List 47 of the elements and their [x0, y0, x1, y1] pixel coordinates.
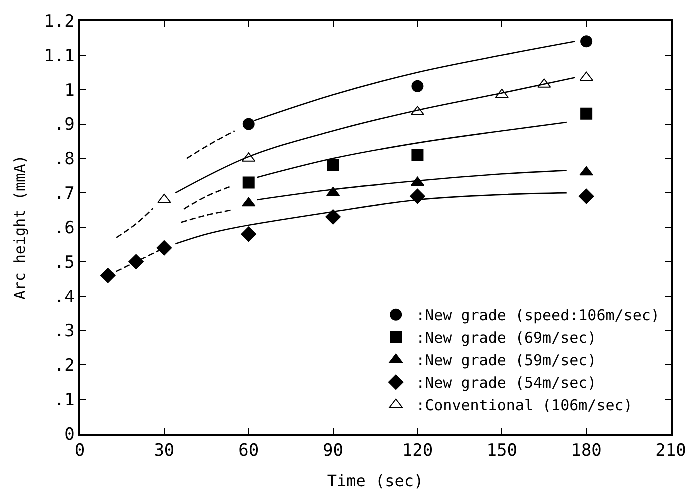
y-tick-label: 1.2	[44, 12, 75, 32]
point	[100, 268, 116, 284]
legend-label: :Conventional (106m/sec)	[416, 396, 633, 415]
line-series	[256, 170, 568, 201]
x-axis-title: Time (sec)	[327, 471, 424, 490]
legend-label: :New grade (speed:106m/sec)	[416, 306, 660, 325]
y-tick-label: 1	[64, 80, 75, 101]
x-tick-label: 60	[238, 441, 260, 462]
y-tick-label: .2	[54, 356, 75, 376]
y-tick-label: .4	[54, 287, 75, 308]
legend-label: :New grade (59m/sec)	[416, 352, 597, 370]
x-tick-label: 90	[323, 441, 344, 462]
point	[412, 149, 424, 162]
x-tick-label: 120	[402, 441, 434, 462]
point	[580, 36, 593, 48]
y-tick-label: .1	[54, 390, 75, 411]
point	[241, 226, 257, 242]
y-tick-label: 1.1	[44, 46, 75, 66]
legend-label: :New grade (69m/sec)	[416, 329, 597, 348]
y-tick-label: .8	[54, 150, 75, 170]
y-tick-label: .3	[54, 322, 75, 342]
point	[580, 108, 593, 120]
x-tick-label: 210	[656, 441, 686, 462]
point	[158, 194, 172, 204]
y-tick-label: .9	[54, 115, 75, 136]
line-series	[256, 122, 568, 178]
point	[327, 160, 340, 172]
point	[242, 176, 255, 189]
point	[578, 188, 594, 204]
y-axis-title: Arc height (mmA)	[10, 155, 29, 300]
point	[242, 197, 256, 207]
y-tick-label: .6	[54, 218, 75, 238]
y-tick-label: .5	[54, 252, 75, 273]
legend-label: :New grade (54m/sec)	[416, 374, 597, 392]
point	[412, 80, 424, 92]
point	[242, 118, 255, 130]
y-tick-label: 0	[64, 424, 75, 445]
x-tick-label: 150	[486, 441, 518, 462]
point	[326, 210, 341, 225]
point	[156, 240, 172, 256]
x-tick-label: 180	[571, 441, 602, 462]
point	[580, 166, 594, 176]
line-series	[175, 77, 576, 194]
point	[410, 188, 426, 204]
x-tick-label: 30	[154, 441, 175, 462]
y-tick-label: .7	[54, 184, 75, 204]
point	[580, 72, 594, 82]
